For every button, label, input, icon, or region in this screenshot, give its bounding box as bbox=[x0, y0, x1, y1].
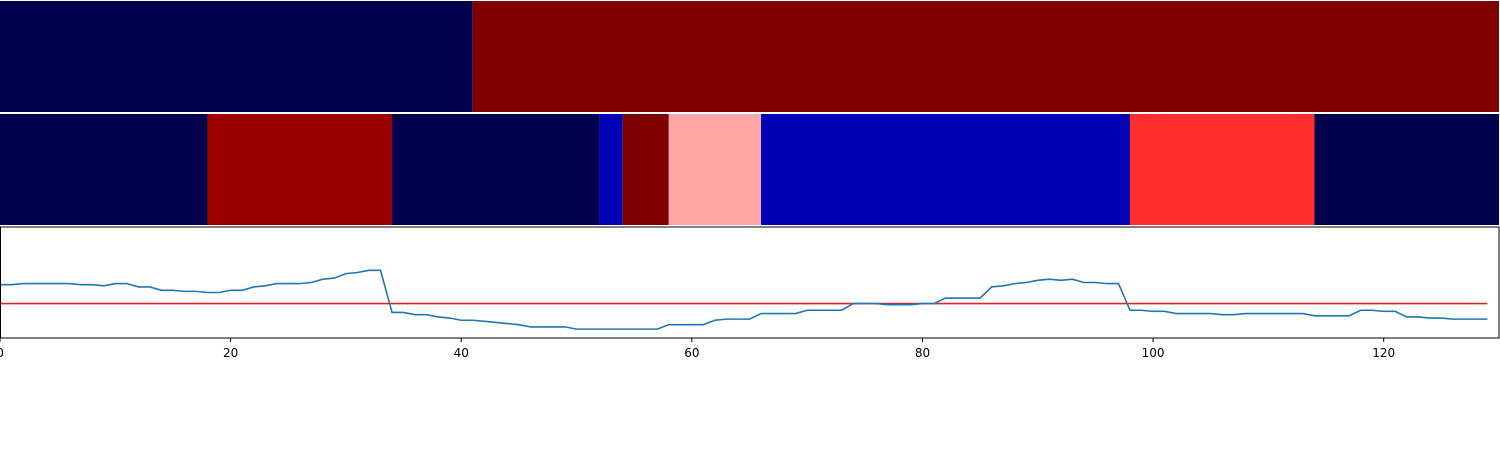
x-tick-label-20: 20 bbox=[223, 346, 238, 360]
plot-frame bbox=[0, 226, 1500, 339]
series-line-0 bbox=[0, 269, 1488, 330]
heatmap-cell-1-8 bbox=[1314, 114, 1499, 225]
heatmap-cell-1-7 bbox=[1130, 114, 1315, 225]
heatmap-panel-top bbox=[0, 1, 1500, 112]
heatmap-cell-0-0 bbox=[0, 1, 473, 112]
heatmap-cell-1-4 bbox=[622, 114, 669, 225]
x-tick-label-120: 120 bbox=[1372, 346, 1395, 360]
heatmap-panel-middle bbox=[0, 114, 1499, 225]
x-tick-label-0: 0 bbox=[0, 346, 4, 360]
line-chart-panel: 0 20 40 60 80 100 120 bbox=[0, 226, 1500, 360]
x-tick-label-80: 80 bbox=[915, 346, 930, 360]
x-tick-label-40: 40 bbox=[454, 346, 469, 360]
heatmap-cell-1-1 bbox=[207, 114, 393, 225]
heatmap-cell-1-5 bbox=[668, 114, 762, 225]
heatmap-cell-1-3 bbox=[599, 114, 623, 225]
x-tick-label-100: 100 bbox=[1142, 346, 1165, 360]
x-tick-label-60: 60 bbox=[684, 346, 699, 360]
heatmap-cell-1-6 bbox=[761, 114, 1131, 225]
heatmap-cell-0-1 bbox=[472, 1, 1500, 112]
heatmap-cell-1-0 bbox=[0, 114, 208, 225]
heatmap-cell-1-2 bbox=[392, 114, 600, 225]
